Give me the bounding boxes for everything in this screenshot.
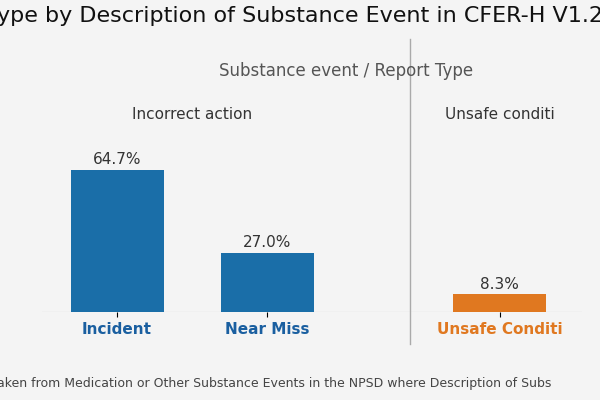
Text: 8.3%: 8.3% bbox=[480, 276, 519, 292]
Text: Substance event / Report Type: Substance event / Report Type bbox=[218, 62, 473, 80]
Bar bbox=[71, 170, 163, 312]
Text: aken from Medication or Other Substance Events in the NPSD where Description of : aken from Medication or Other Substance … bbox=[0, 377, 551, 390]
Text: Incorrect action: Incorrect action bbox=[132, 107, 252, 122]
Text: 64.7%: 64.7% bbox=[93, 152, 141, 168]
Text: ype by Description of Substance Event in CFER-H V1.2: ype by Description of Substance Event in… bbox=[0, 6, 600, 26]
Text: Unsafe conditi: Unsafe conditi bbox=[445, 107, 554, 122]
Bar bbox=[221, 253, 314, 312]
Text: 27.0%: 27.0% bbox=[243, 235, 291, 250]
Bar bbox=[453, 294, 546, 312]
